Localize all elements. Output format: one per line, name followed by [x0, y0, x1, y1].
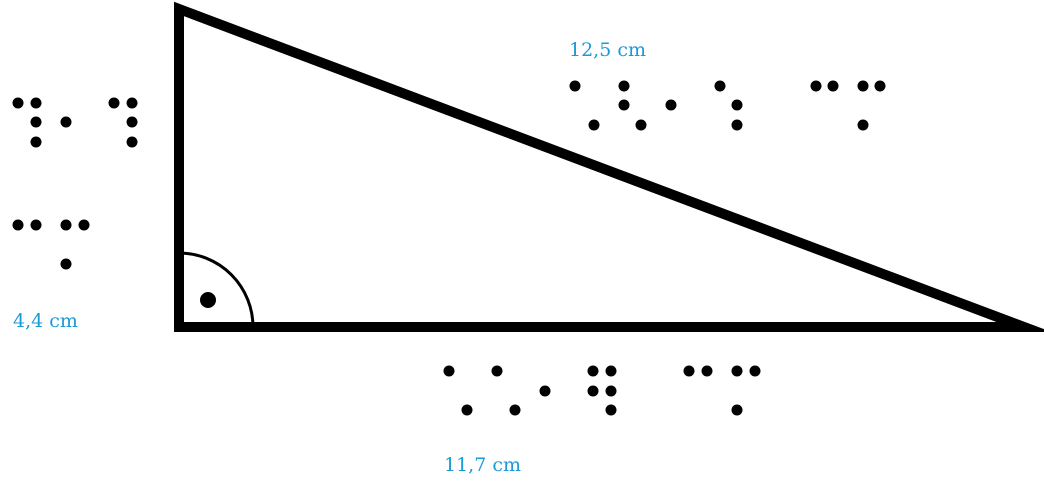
braille-dot	[701, 365, 713, 377]
braille-dot	[509, 404, 521, 416]
braille-dot	[731, 365, 743, 377]
braille-dot	[605, 385, 617, 397]
braille-dot	[749, 365, 761, 377]
braille-dot	[60, 258, 72, 270]
braille-dot	[874, 80, 886, 92]
braille-dot	[30, 136, 42, 148]
braille-dot	[126, 97, 138, 109]
braille-horizontal-leg	[443, 365, 761, 416]
vertical-leg-label: 4,4 cm	[13, 310, 78, 332]
right-angle-arc	[178, 251, 255, 328]
braille-dot	[126, 116, 138, 128]
braille-dot	[618, 80, 630, 92]
braille-dot	[539, 385, 551, 397]
horizontal-leg-label: 11,7 cm	[444, 454, 521, 476]
braille-dot	[810, 80, 822, 92]
braille-dot	[12, 97, 24, 109]
hypotenuse-label: 12,5 cm	[569, 39, 646, 61]
braille-dot	[714, 80, 726, 92]
braille-dot	[731, 119, 743, 131]
braille-dot	[30, 219, 42, 231]
braille-dot	[108, 97, 120, 109]
right-triangle	[174, 1, 1044, 332]
braille-hypotenuse	[569, 80, 886, 131]
braille-dot	[461, 404, 473, 416]
braille-dot	[587, 365, 599, 377]
braille-dot	[30, 116, 42, 128]
braille-dot	[731, 404, 743, 416]
braille-dot	[12, 219, 24, 231]
braille-dot	[605, 404, 617, 416]
braille-dot	[857, 119, 869, 131]
braille-dot	[683, 365, 695, 377]
braille-dot	[443, 365, 455, 377]
braille-dot	[491, 365, 503, 377]
braille-dot	[827, 80, 839, 92]
braille-dot	[857, 80, 869, 92]
braille-dot	[731, 99, 743, 111]
braille-dot	[126, 136, 138, 148]
braille-dot	[60, 116, 72, 128]
braille-dot	[587, 385, 599, 397]
braille-dot	[78, 219, 90, 231]
braille-vertical-leg	[12, 97, 138, 270]
braille-dot	[569, 80, 581, 92]
braille-dot	[635, 119, 647, 131]
braille-dot	[60, 219, 72, 231]
braille-dot	[618, 99, 630, 111]
braille-dot	[665, 99, 677, 111]
braille-dot	[588, 119, 600, 131]
braille-dot	[30, 97, 42, 109]
right-angle-dot	[200, 292, 216, 308]
braille-dot	[605, 365, 617, 377]
